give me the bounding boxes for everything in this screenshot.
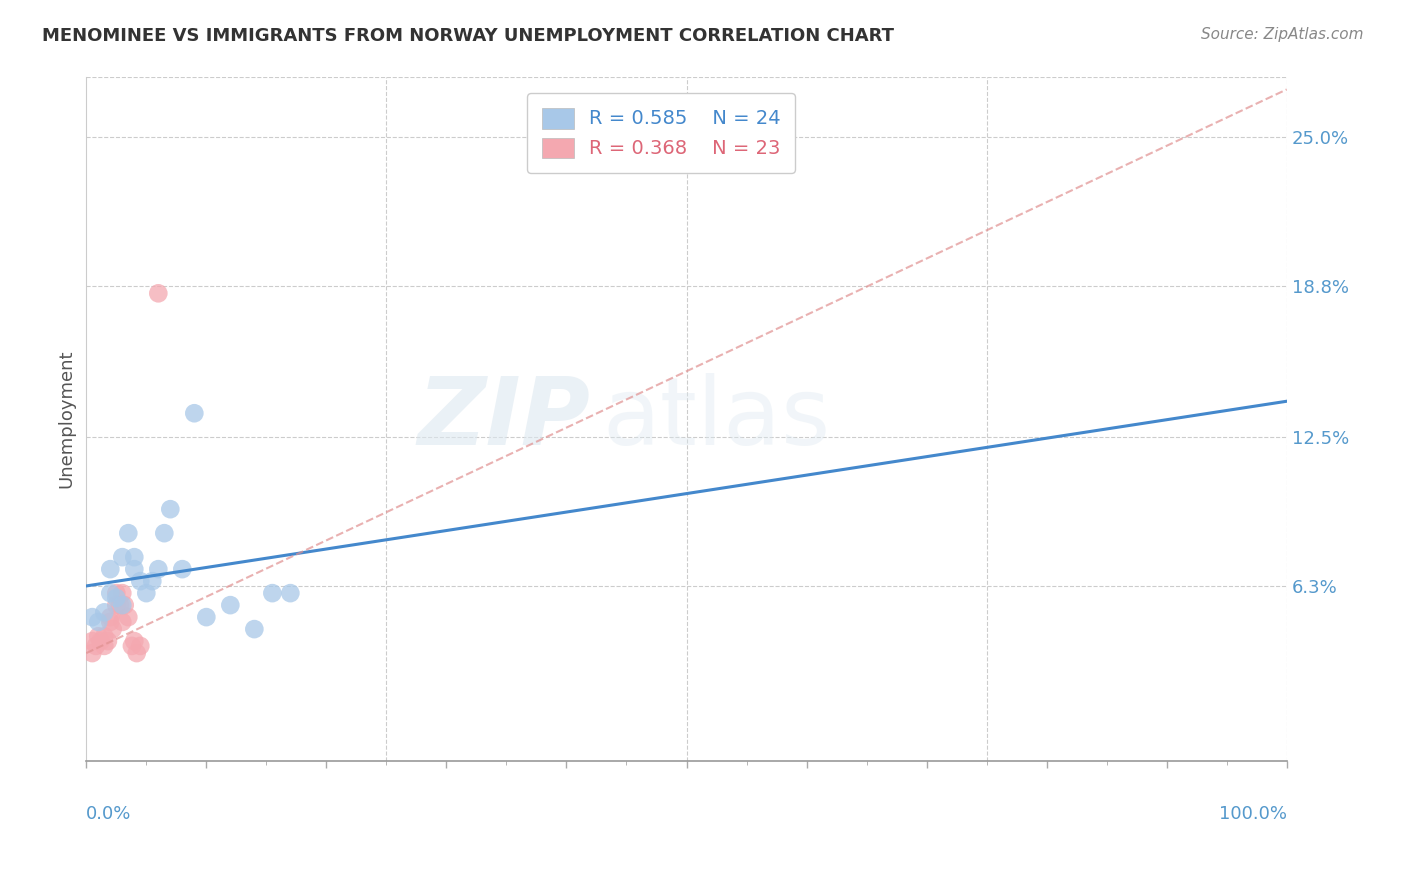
Point — [111, 550, 134, 565]
Point — [98, 615, 121, 629]
Point — [121, 639, 143, 653]
Text: atlas: atlas — [602, 373, 831, 466]
Legend: R = 0.585    N = 24, R = 0.368    N = 23: R = 0.585 N = 24, R = 0.368 N = 23 — [527, 94, 794, 173]
Point — [124, 562, 146, 576]
Point — [141, 574, 163, 589]
Point — [124, 634, 146, 648]
Point — [97, 634, 120, 648]
Point — [105, 598, 128, 612]
Point — [82, 610, 104, 624]
Point — [114, 598, 136, 612]
Point — [117, 610, 139, 624]
Point — [98, 610, 121, 624]
Point — [105, 591, 128, 605]
Point — [93, 605, 115, 619]
Point — [87, 629, 110, 643]
Text: 100.0%: 100.0% — [1219, 805, 1286, 823]
Point — [108, 598, 131, 612]
Point — [90, 634, 112, 648]
Text: ZIP: ZIP — [418, 373, 591, 466]
Point — [219, 598, 242, 612]
Point — [124, 550, 146, 565]
Point — [82, 646, 104, 660]
Text: 0.0%: 0.0% — [86, 805, 132, 823]
Point — [111, 586, 134, 600]
Point — [172, 562, 194, 576]
Point — [148, 286, 170, 301]
Y-axis label: Unemployment: Unemployment — [58, 350, 75, 489]
Point — [117, 526, 139, 541]
Point — [98, 586, 121, 600]
Point — [82, 634, 104, 648]
Point — [111, 615, 134, 629]
Text: MENOMINEE VS IMMIGRANTS FROM NORWAY UNEMPLOYMENT CORRELATION CHART: MENOMINEE VS IMMIGRANTS FROM NORWAY UNEM… — [42, 27, 894, 45]
Point — [129, 639, 152, 653]
Point — [135, 586, 157, 600]
Point — [87, 615, 110, 629]
Point — [280, 586, 302, 600]
Point — [129, 574, 152, 589]
Point — [84, 639, 107, 653]
Point — [93, 629, 115, 643]
Point — [125, 646, 148, 660]
Point — [93, 639, 115, 653]
Point — [195, 610, 218, 624]
Point — [148, 562, 170, 576]
Point — [98, 562, 121, 576]
Text: Source: ZipAtlas.com: Source: ZipAtlas.com — [1201, 27, 1364, 42]
Point — [153, 526, 176, 541]
Point — [183, 406, 205, 420]
Point — [111, 598, 134, 612]
Point — [262, 586, 284, 600]
Point — [101, 622, 124, 636]
Point — [105, 586, 128, 600]
Point — [243, 622, 266, 636]
Point — [159, 502, 181, 516]
